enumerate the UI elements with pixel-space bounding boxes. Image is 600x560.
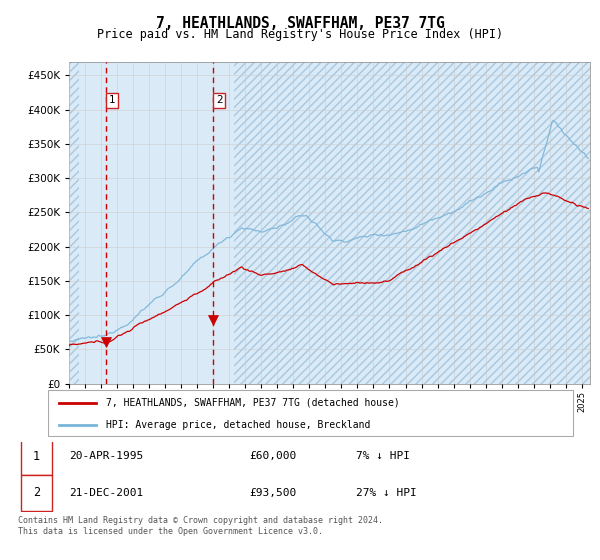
Text: 27% ↓ HPI: 27% ↓ HPI: [356, 488, 417, 498]
Text: £93,500: £93,500: [249, 488, 296, 498]
Text: 2: 2: [33, 486, 40, 500]
Text: £60,000: £60,000: [249, 451, 296, 461]
Text: 7, HEATHLANDS, SWAFFHAM, PE37 7TG: 7, HEATHLANDS, SWAFFHAM, PE37 7TG: [155, 16, 445, 31]
Text: 7, HEATHLANDS, SWAFFHAM, PE37 7TG (detached house): 7, HEATHLANDS, SWAFFHAM, PE37 7TG (detac…: [106, 398, 400, 408]
Text: Price paid vs. HM Land Registry's House Price Index (HPI): Price paid vs. HM Land Registry's House …: [97, 28, 503, 41]
FancyBboxPatch shape: [21, 438, 52, 475]
Text: HPI: Average price, detached house, Breckland: HPI: Average price, detached house, Brec…: [106, 420, 370, 430]
Bar: [234, 62, 590, 384]
Bar: [69, 62, 79, 384]
FancyBboxPatch shape: [48, 390, 574, 436]
Text: 2: 2: [216, 95, 223, 105]
Text: 1: 1: [33, 450, 40, 463]
Text: Contains HM Land Registry data © Crown copyright and database right 2024.
This d: Contains HM Land Registry data © Crown c…: [18, 516, 383, 536]
FancyBboxPatch shape: [21, 475, 52, 511]
Text: 1: 1: [109, 95, 116, 105]
Text: 7% ↓ HPI: 7% ↓ HPI: [356, 451, 410, 461]
Text: 20-APR-1995: 20-APR-1995: [69, 451, 143, 461]
Text: 21-DEC-2001: 21-DEC-2001: [69, 488, 143, 498]
